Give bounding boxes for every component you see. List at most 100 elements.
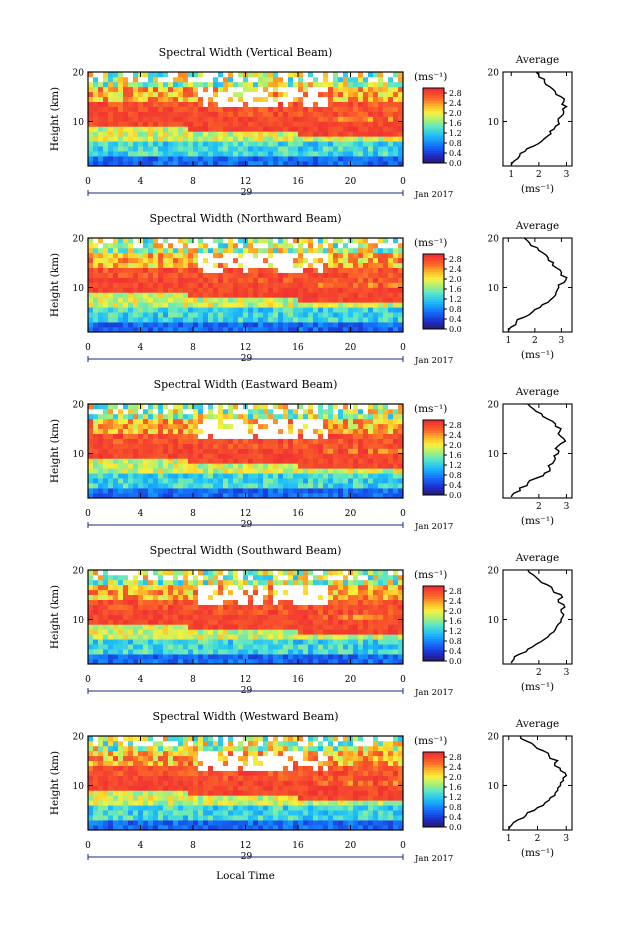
heatmap-cell: [148, 116, 154, 122]
heatmap-cell: [253, 282, 259, 288]
heatmap-cell: [318, 463, 324, 469]
heatmap-cell: [173, 659, 179, 665]
heatmap-cell: [218, 267, 224, 273]
heatmap-cell: [273, 478, 279, 484]
heatmap-cell: [393, 161, 399, 167]
heatmap-cell: [178, 282, 184, 288]
heatmap-cell: [333, 599, 339, 605]
heatmap-cell: [88, 448, 94, 454]
heatmap-cell: [98, 589, 104, 596]
heatmap-cell: [128, 297, 134, 303]
heatmap-cell: [268, 302, 274, 308]
heatmap-cell: [373, 629, 379, 635]
heatmap-cell: [228, 478, 234, 484]
heatmap-cell: [228, 151, 234, 157]
heatmap-cell: [148, 624, 154, 630]
heatmap-cell: [378, 242, 384, 249]
heatmap-cell: [103, 257, 109, 264]
heatmap-cell: [263, 659, 269, 665]
heatmap-cell: [318, 317, 324, 323]
heatmap-cell: [103, 463, 109, 469]
heatmap-cell: [223, 111, 229, 117]
heatmap-cell: [188, 413, 194, 420]
heatmap-cell: [308, 458, 314, 464]
heatmap-cell: [368, 287, 374, 293]
heatmap-cell: [308, 156, 314, 162]
heatmap-cell: [218, 604, 224, 610]
x-tick-label: 20: [345, 509, 357, 519]
heatmap-cell: [208, 156, 214, 162]
heatmap-cell: [143, 634, 149, 640]
heatmap-cell: [393, 156, 399, 162]
heatmap-cell: [233, 443, 239, 449]
heatmap-cell: [178, 91, 184, 98]
heatmap-cell: [208, 589, 214, 596]
heatmap-cell: [213, 317, 219, 323]
colorbar-tick-label: 0.0: [449, 491, 462, 500]
heatmap-cell: [98, 317, 104, 323]
heatmap-cell: [293, 619, 299, 625]
heatmap-cell: [98, 579, 104, 586]
heatmap-cell: [258, 453, 264, 459]
heatmap-cell: [148, 257, 154, 264]
heatmap-cell: [328, 418, 334, 425]
heatmap-cell: [153, 644, 159, 650]
heatmap-cell: [288, 262, 294, 268]
colorbar-tick-label: 1.2: [449, 295, 462, 304]
heatmap-cell: [133, 463, 139, 469]
heatmap-cell: [253, 624, 259, 630]
heatmap-cell: [348, 267, 354, 273]
heatmap-cell: [138, 614, 144, 620]
heatmap-cell: [173, 639, 179, 645]
heatmap-cell: [123, 277, 129, 283]
heatmap-cell: [393, 408, 399, 415]
heatmap-cell: [363, 493, 369, 499]
heatmap-cell: [303, 262, 309, 268]
heatmap-cell: [88, 428, 94, 434]
heatmap-cell: [373, 463, 379, 469]
heatmap-cell: [118, 423, 124, 430]
colorbar-segment: [423, 296, 444, 300]
heatmap-cell: [193, 327, 199, 333]
heatmap-cell: [198, 72, 204, 78]
heatmap-cell: [193, 448, 199, 454]
heatmap-cell: [133, 624, 139, 630]
heatmap-cell: [163, 443, 169, 449]
heatmap-cell: [88, 257, 94, 264]
heatmap-cell: [368, 86, 374, 93]
heatmap-cell: [183, 238, 189, 244]
heatmap-cell: [98, 654, 104, 660]
heatmap-cell: [98, 242, 104, 249]
heatmap-cell: [213, 307, 219, 313]
heatmap-cell: [353, 473, 359, 479]
heatmap-cell: [383, 488, 389, 494]
heatmap-cell: [108, 81, 114, 88]
heatmap-cell: [323, 91, 329, 98]
heatmap-cell: [243, 453, 249, 459]
heatmap-cell: [143, 297, 149, 303]
heatmap-cell: [273, 262, 279, 268]
heatmap-cell: [198, 404, 204, 410]
heatmap-cell: [158, 404, 164, 410]
heatmap-cell: [293, 317, 299, 323]
heatmap-cell: [118, 131, 124, 137]
heatmap-cell: [333, 624, 339, 630]
heatmap-cell: [213, 302, 219, 308]
heatmap-cell: [393, 101, 399, 107]
heatmap-cell: [203, 126, 209, 132]
heatmap-cell: [363, 72, 369, 78]
heatmap-cell: [318, 443, 324, 449]
heatmap-cell: [313, 302, 319, 308]
heatmap-cell: [383, 252, 389, 259]
heatmap-cell: [208, 267, 214, 273]
heatmap-cell: [218, 72, 224, 78]
heatmap-cell: [258, 599, 264, 605]
heatmap-cell: [333, 151, 339, 157]
heatmap-cell: [133, 594, 139, 600]
heatmap-cell: [118, 458, 124, 464]
heatmap-cell: [228, 433, 234, 439]
heatmap-cell: [228, 267, 234, 273]
heatmap-cell: [178, 72, 184, 78]
heatmap-cell: [118, 262, 124, 268]
